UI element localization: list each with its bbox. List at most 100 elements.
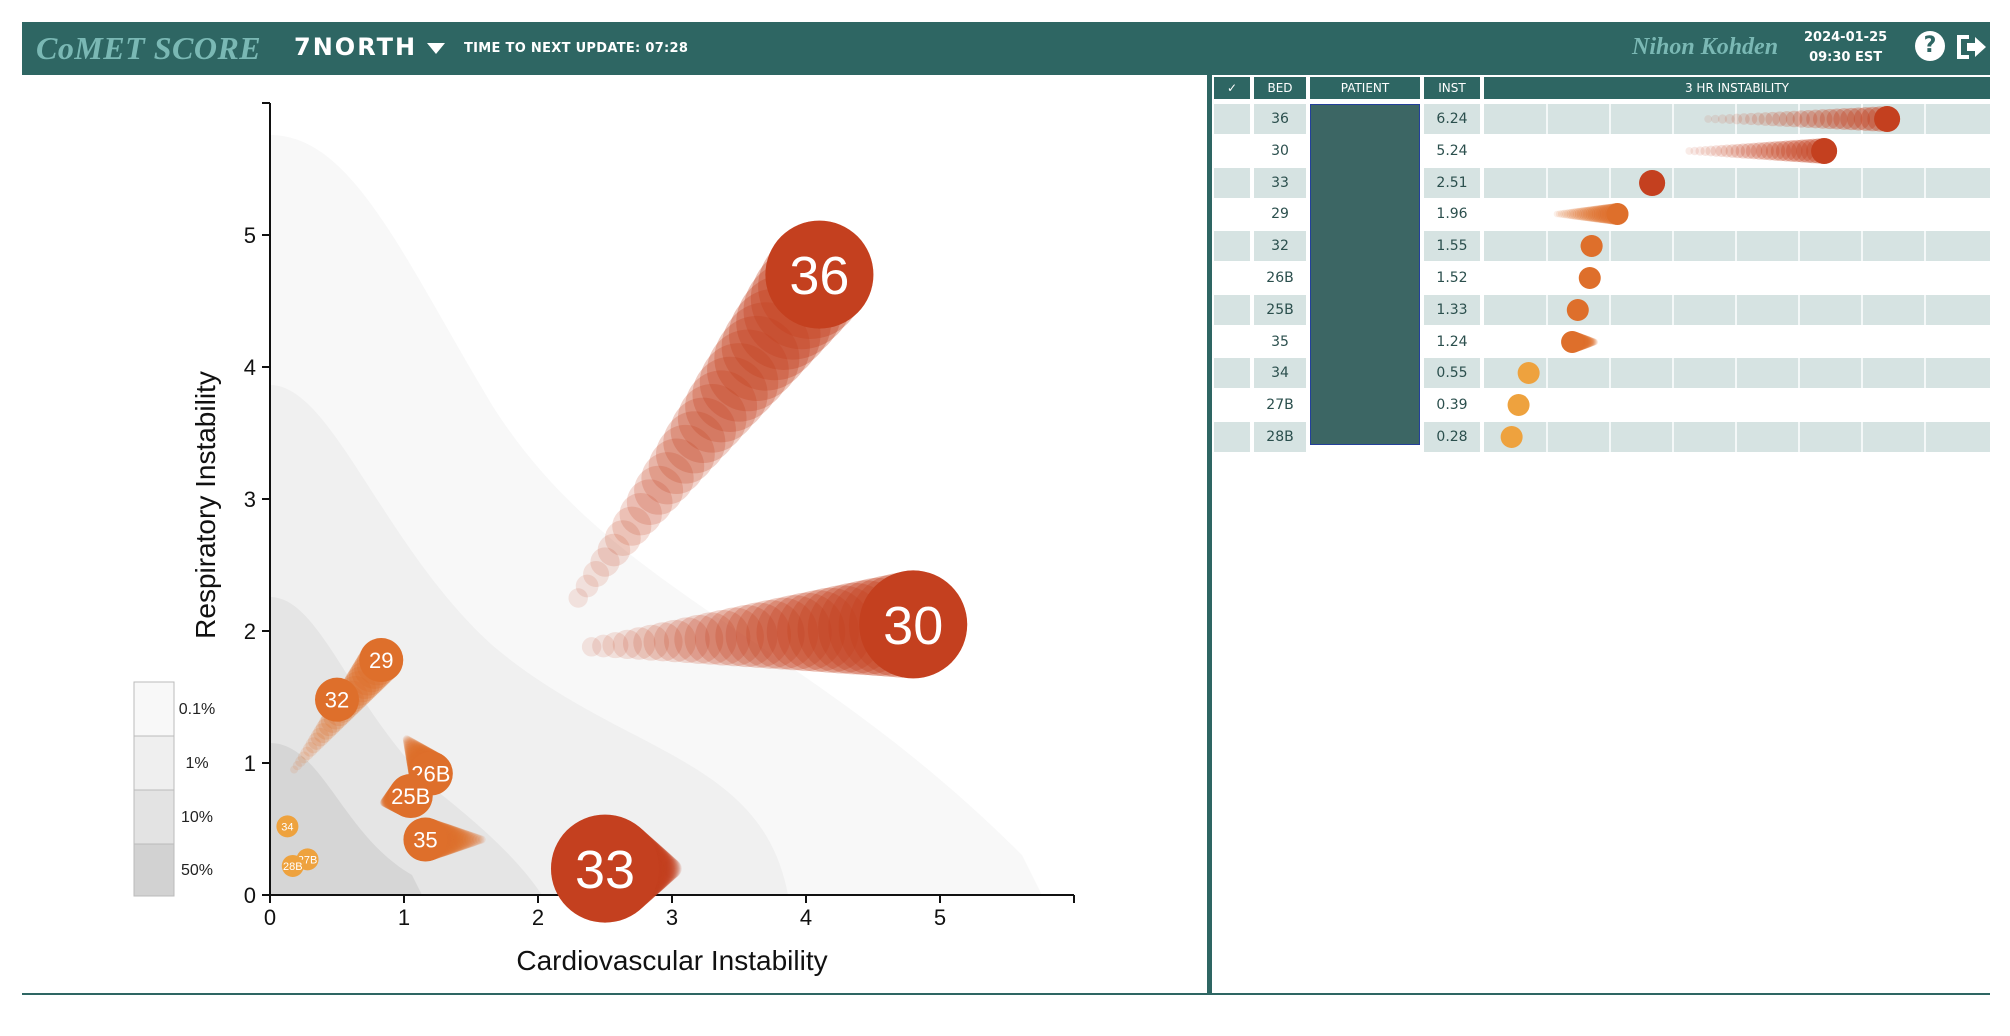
table-row[interactable]: 29 1.96: [1214, 199, 1990, 230]
trail-dot-29: [292, 760, 302, 771]
row-check-cell[interactable]: [1214, 167, 1250, 198]
inst-cell: 0.39: [1436, 397, 1468, 414]
spark-trail-dot: [1591, 338, 1599, 345]
row-check-cell[interactable]: [1214, 231, 1250, 262]
table-row[interactable]: 36 6.24: [1214, 104, 1990, 134]
table-row[interactable]: 32 1.55: [1214, 231, 1990, 262]
table-row[interactable]: 34 0.55: [1214, 358, 1990, 389]
bed-cell: 25B: [1254, 294, 1306, 325]
help-icon[interactable]: ?: [1915, 31, 1945, 61]
trail-dot-36: [699, 343, 779, 422]
patient-marker-29[interactable]: [359, 638, 404, 683]
patient-marker-35[interactable]: [403, 817, 448, 862]
patient-marker-28B[interactable]: [281, 854, 304, 877]
patient-marker-label: 28B: [283, 861, 303, 873]
row-check-cell[interactable]: [1214, 104, 1250, 134]
trail-dot-35: [472, 834, 483, 845]
trail-dot-30: [643, 622, 683, 662]
table-row[interactable]: 26B 1.52: [1214, 263, 1990, 293]
row-check-cell[interactable]: [1214, 136, 1250, 166]
trail-dot-30: [756, 595, 832, 671]
trail-dot-30: [777, 590, 859, 672]
patient-marker-33[interactable]: [551, 814, 659, 923]
row-check-cell[interactable]: [1214, 422, 1250, 452]
spark-trail-dot: [1587, 337, 1597, 346]
row-check-cell[interactable]: [1214, 358, 1250, 389]
trail-dot-35: [469, 833, 482, 846]
instability-sparkline: [1517, 358, 1926, 389]
spark-trail-dot: [1779, 111, 1795, 127]
header-bed[interactable]: BED: [1254, 77, 1306, 99]
spark-cell: [1484, 358, 1990, 389]
y-tick-label: 4: [244, 355, 256, 380]
trail-dot-26B: [402, 735, 413, 746]
spark-current-dot: [1578, 267, 1601, 289]
table-row[interactable]: 30 5.24: [1214, 135, 1990, 166]
row-check-cell[interactable]: [1214, 263, 1250, 293]
bed-cell: 26B: [1266, 270, 1294, 286]
header-patient[interactable]: PATIENT: [1310, 77, 1420, 99]
trail-dot-35: [463, 832, 479, 847]
trail-dot-26B: [403, 737, 417, 751]
patient-column-redacted: [1310, 104, 1420, 445]
patient-marker-36[interactable]: [765, 220, 874, 329]
table-row[interactable]: 35 1.24: [1214, 326, 1990, 357]
header-check[interactable]: ✓: [1214, 77, 1250, 99]
patient-marker-30[interactable]: [859, 570, 968, 679]
table-row[interactable]: 33 2.51: [1214, 167, 1990, 198]
header-inst[interactable]: INST: [1424, 77, 1480, 99]
trail-dot-36: [568, 588, 588, 608]
logout-icon[interactable]: [1954, 31, 1988, 63]
patient-marker-34[interactable]: [276, 815, 299, 838]
row-check-cell[interactable]: [1214, 199, 1250, 229]
trail-dot-29: [295, 756, 306, 767]
trail-dot-36: [707, 329, 789, 412]
trail-dot-30: [674, 614, 724, 664]
bed-cell: 34: [1254, 358, 1306, 389]
x-tick-label: 1: [398, 905, 410, 930]
spark-trail-dot: [1833, 108, 1855, 130]
y-tick-label: 1: [244, 751, 256, 776]
spark-trail-dot: [1840, 107, 1863, 131]
trail-dot-36: [583, 561, 610, 588]
trail-dot-36: [692, 356, 768, 432]
row-check-cell[interactable]: [1214, 390, 1250, 420]
table-row[interactable]: 28B 0.28: [1214, 422, 1990, 452]
vendor-logo: Nihon Kohden: [1632, 34, 1779, 60]
trail-dot-35: [461, 831, 478, 848]
panel-divider: [1207, 75, 1212, 995]
header-3hr-instability[interactable]: 3 HR INSTABILITY: [1484, 77, 1990, 99]
spark-trail-dot: [1750, 142, 1769, 160]
table-row[interactable]: 27B 0.39: [1214, 390, 1990, 421]
y-tick-label: 0: [244, 883, 256, 908]
trail-dot-35: [458, 830, 476, 849]
instability-sparkline: [1546, 199, 1926, 230]
spark-trail-dot: [1700, 145, 1711, 156]
spark-trail-dot: [1785, 139, 1809, 162]
unit-selector[interactable]: 7NORTH: [294, 33, 446, 61]
spark-trail-dot: [1812, 109, 1833, 129]
spark-cell: [1484, 104, 1990, 134]
y-tick-label: 3: [244, 487, 256, 512]
trail-dot-29: [290, 765, 299, 774]
trail-dot-29: [302, 742, 318, 757]
inst-cell: 5.24: [1436, 142, 1468, 159]
row-check-cell[interactable]: [1214, 327, 1250, 357]
patient-marker-25B[interactable]: [388, 774, 433, 818]
x-axis-label: Cardiovascular Instability: [516, 945, 827, 976]
trail-dot-26B: [403, 736, 414, 748]
table-row[interactable]: 25B 1.33: [1214, 294, 1990, 325]
trail-dot-36: [619, 492, 662, 536]
trail-dot-35: [477, 835, 486, 844]
patient-marker-32[interactable]: [315, 677, 359, 722]
spark-cell: [1484, 167, 1990, 198]
legend-swatch-1: [133, 735, 175, 791]
spark-trail-dot: [1704, 115, 1713, 123]
bed-cell: 30: [1271, 142, 1289, 159]
row-check-cell[interactable]: [1214, 294, 1250, 325]
trail-dot-36: [590, 547, 620, 577]
x-tick-label: 4: [800, 905, 812, 930]
bed-cell: 28B: [1254, 422, 1306, 452]
spark-trail-dot: [1780, 139, 1803, 162]
trail-dot-30: [684, 612, 737, 665]
